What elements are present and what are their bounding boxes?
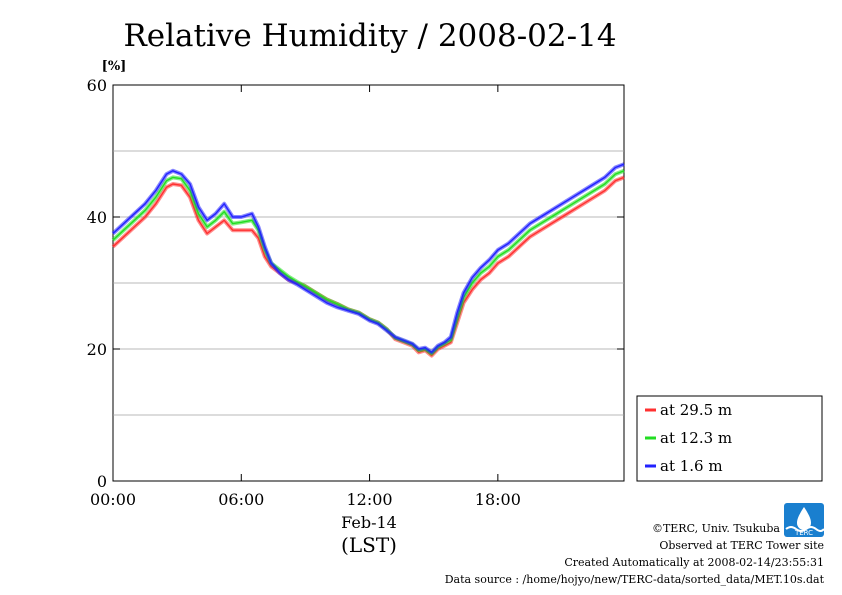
y-tick-label: 20 [87,340,107,359]
footer-source: Data source : /home/hojyo/new/TERC-data/… [445,573,825,586]
plot-area: 0 20 40 60 00:00 06:00 12:00 18:00 [87,76,625,509]
series-lines [111,162,625,358]
y-tick-label: 40 [87,208,107,227]
y-axis-unit: [%] [102,59,127,74]
x-tick-label: 06:00 [218,490,264,509]
x-tick-label: 00:00 [90,490,136,509]
legend-label: at 1.6 m [660,457,723,475]
legend: at 29.5 m at 12.3 m at 1.6 m [636,395,823,482]
footer-created: Created Automatically at 2008-02-14/23:5… [564,556,824,569]
y-tick-label: 60 [87,76,107,95]
footer-observed: Observed at TERC Tower site [659,539,824,552]
logo-wave-icon [785,526,825,532]
legend-label: at 12.3 m [660,429,732,447]
series-line-3 [112,163,625,353]
legend-box [636,395,823,482]
y-tick-label: 0 [97,472,107,491]
gridlines [113,150,624,416]
y-axis-ticks: 0 20 40 60 [87,76,624,491]
x-tick-label: 18:00 [475,490,521,509]
x-tick-label: 12:00 [347,490,393,509]
footer-copyright: ©TERC, Univ. Tsukuba [652,522,780,535]
chart-title: Relative Humidity / 2008-02-14 [123,18,616,54]
x-axis-sublabel: (LST) [341,533,397,557]
logo-text: TERC [794,529,813,537]
terc-logo: TERC [784,503,825,537]
legend-label: at 29.5 m [660,401,732,419]
x-axis-ticks: 00:00 06:00 12:00 18:00 [90,85,521,509]
x-axis-label: Feb-14 [341,513,397,532]
logo-droplet-icon [797,507,811,530]
